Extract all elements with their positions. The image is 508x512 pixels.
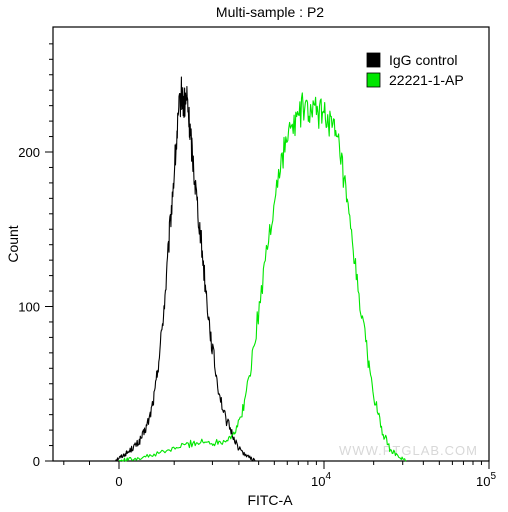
series-line-igg-control: [114, 76, 256, 462]
x-axis-title: FITC-A: [247, 492, 293, 508]
chart-title: Multi-sample : P2: [216, 4, 324, 20]
legend-swatch-igg-control: [366, 52, 381, 68]
y-axis-title: Count: [5, 225, 21, 262]
y-tick-label: 0: [33, 454, 40, 469]
x-tick-label: 0: [115, 474, 122, 489]
legend-swatch-22221-1-ap: [366, 72, 381, 88]
watermark: WWW.PTGLAB.COM: [339, 443, 478, 458]
legend-label-22221-1-ap: 22221-1-AP: [389, 72, 464, 88]
x-tick-label: 105: [476, 471, 496, 489]
x-tick-label: 104: [311, 471, 331, 489]
major-ticks: [45, 151, 490, 469]
plot-frame: [52, 26, 490, 462]
y-tick-label: 100: [18, 300, 40, 315]
y-tick-label: 200: [18, 145, 40, 160]
legend-label-igg-control: IgG control: [389, 52, 457, 68]
x-minor-ticks: [63, 461, 482, 465]
legend: IgG control 22221-1-AP: [366, 52, 464, 88]
series-line-22221-1-ap: [118, 92, 407, 462]
series-layer: [114, 76, 407, 462]
y-minor-ticks: [49, 43, 53, 447]
